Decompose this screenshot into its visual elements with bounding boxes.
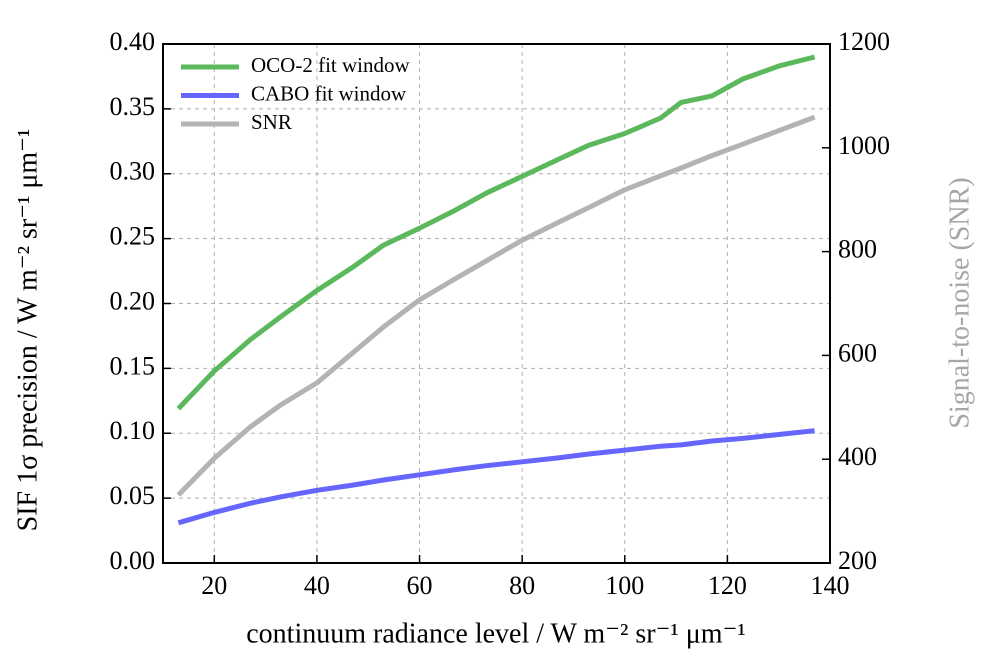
x-tick-label: 80 — [509, 571, 535, 600]
y-tick-label: 0.35 — [110, 92, 156, 121]
y2-tick-label: 400 — [838, 442, 877, 471]
x-tick-label: 40 — [304, 571, 330, 600]
plot-frame — [162, 43, 831, 564]
y2-tick-label: 800 — [838, 235, 877, 264]
y2-tick-label: 600 — [838, 338, 877, 367]
y-tick-label: 0.00 — [110, 546, 156, 575]
y-tick-label: 0.20 — [110, 286, 156, 315]
y-tick-label: 0.30 — [110, 157, 156, 186]
y2-tick-label: 1200 — [838, 27, 890, 56]
series-line — [177, 428, 815, 526]
y2-tick-label: 1000 — [838, 131, 890, 160]
y-tick-label: 0.25 — [110, 222, 156, 251]
series-line — [176, 114, 816, 497]
y-tick-label: 0.05 — [110, 481, 156, 510]
legend-label: CABO fit window — [251, 81, 407, 105]
y2-tick-label: 200 — [838, 546, 877, 575]
y-axis-label: SIF 1σ precision / W m⁻² sr⁻¹ μm⁻¹ — [12, 129, 43, 532]
x-tick-label: 20 — [201, 571, 227, 600]
x-tick-label: 140 — [811, 571, 850, 600]
y-tick-label: 0.10 — [110, 416, 156, 445]
series-line — [176, 54, 816, 411]
x-tick-label: 100 — [605, 571, 644, 600]
legend-label: SNR — [251, 110, 292, 134]
x-tick-label: 120 — [708, 571, 747, 600]
legend-label: OCO-2 fit window — [251, 53, 410, 77]
y-tick-label: 0.15 — [110, 351, 156, 380]
y-tick-label: 0.40 — [110, 27, 156, 56]
y2-axis-label: Signal-to-noise (SNR) — [944, 177, 975, 428]
x-axis-label: continuum radiance level / W m⁻² sr⁻¹ μm… — [246, 618, 746, 649]
x-tick-label: 60 — [407, 571, 433, 600]
